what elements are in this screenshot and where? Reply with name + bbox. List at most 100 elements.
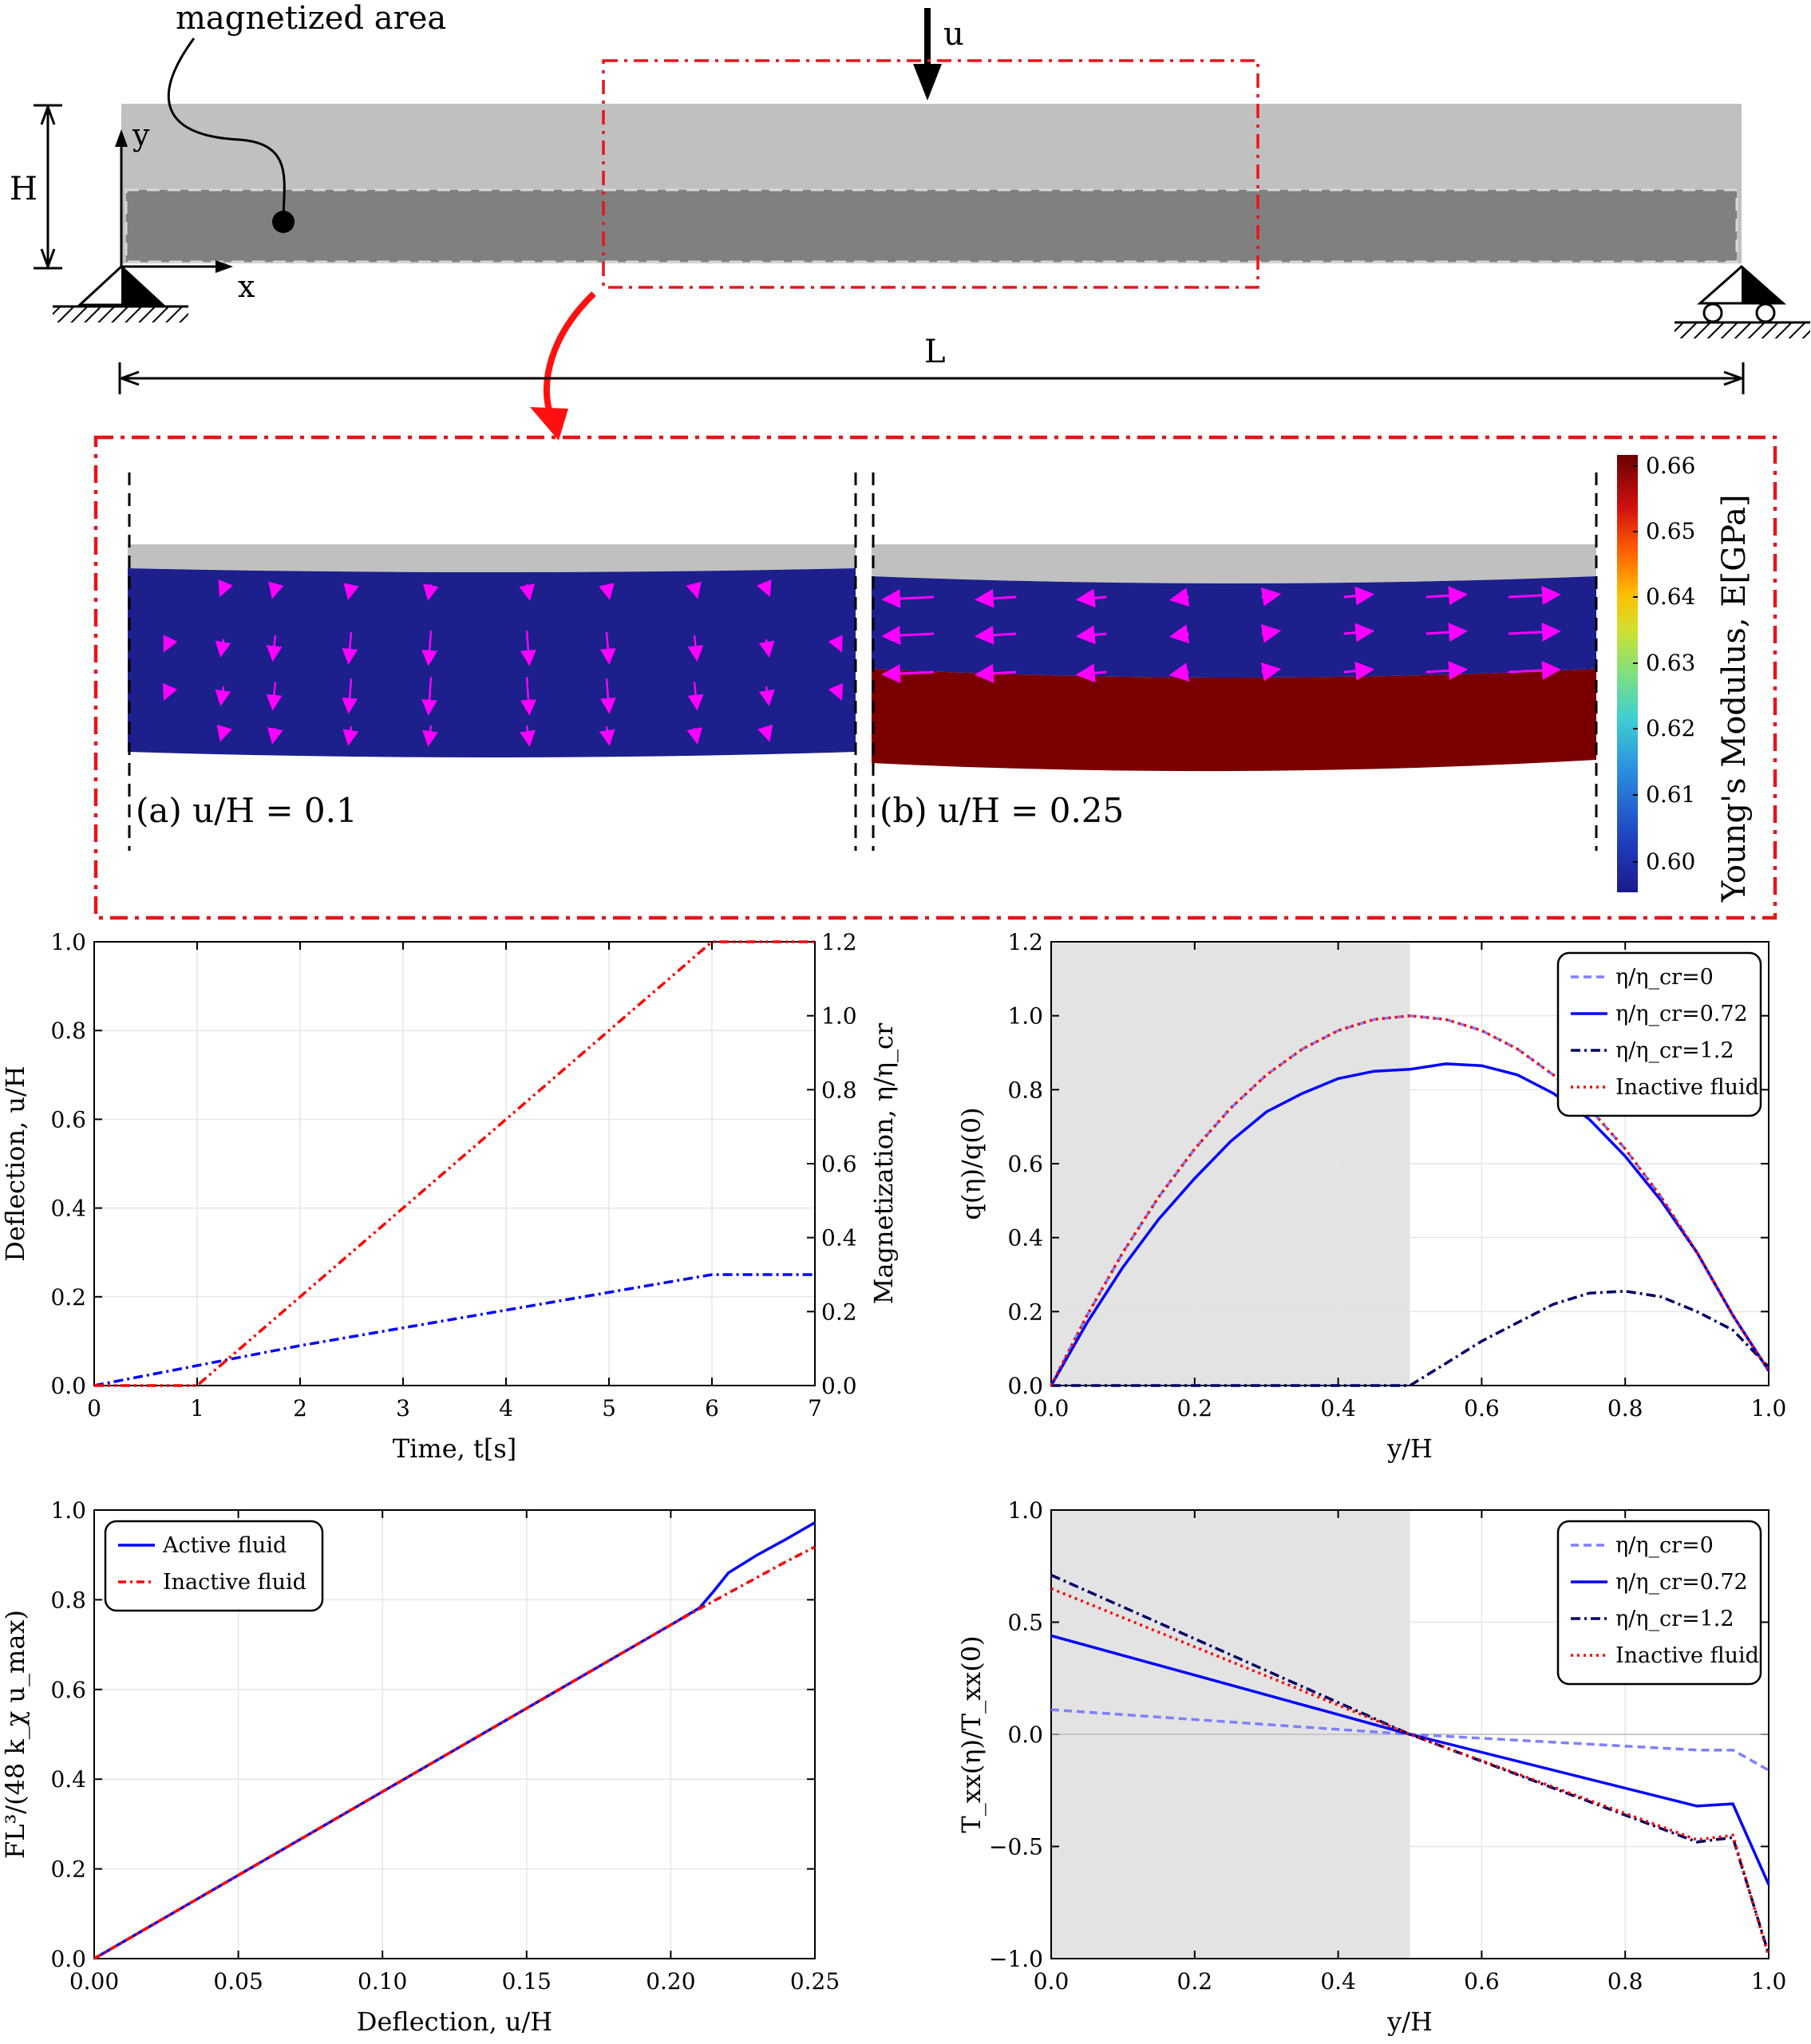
legend: Active fluid Inactive fluid bbox=[104, 1520, 324, 1612]
magnetization-arrow bbox=[757, 724, 773, 742]
panel-a-active bbox=[128, 568, 856, 757]
pin-support-left bbox=[53, 264, 188, 322]
magnetization-arrow bbox=[881, 626, 935, 646]
y-tick-label: 0.0 bbox=[1007, 1373, 1043, 1399]
x-tick-label: 7 bbox=[808, 1395, 822, 1421]
colorbar-tick-label: 0.60 bbox=[1646, 848, 1695, 875]
magnetization-arrow bbox=[342, 726, 359, 746]
chart-force-deflection: 0.00 0.05 0.10 0.15 0.20 0.25 0.0 0.2 0.4 0.6 0.8 1… bbox=[0, 1497, 840, 2037]
magnetization-arrow bbox=[216, 724, 232, 742]
x-tick-label: 1 bbox=[190, 1395, 204, 1421]
magnetization-arrow bbox=[1075, 588, 1107, 608]
magnetization-arrow bbox=[974, 625, 1017, 645]
magnetization-arrow bbox=[828, 682, 844, 702]
y-tick-label: 0.2 bbox=[50, 1856, 86, 1883]
y2-tick-label: 0.6 bbox=[821, 1151, 857, 1177]
magnetization-arrow bbox=[520, 631, 536, 666]
magnetization-arrow bbox=[1343, 661, 1375, 681]
magnetization-arrow bbox=[599, 726, 615, 746]
series-line-1 bbox=[93, 1545, 816, 1960]
magnetization-arrow bbox=[1425, 661, 1469, 681]
x-tick-label: 5 bbox=[602, 1395, 616, 1421]
legend-entry: η/η_cr=0 bbox=[1615, 1533, 1714, 1558]
y-tick-label: 0.0 bbox=[50, 1373, 86, 1399]
magnetization-arrow bbox=[422, 725, 438, 747]
x-axis-label: y/H bbox=[1386, 2006, 1433, 2037]
detail-frame bbox=[93, 435, 1777, 920]
colorbar bbox=[1617, 455, 1638, 892]
x-tick-label: 0.10 bbox=[358, 1968, 407, 1995]
magnetization-arrow bbox=[599, 632, 616, 665]
panel-b-active bbox=[872, 576, 1596, 678]
x-tick-label: 2 bbox=[293, 1395, 307, 1421]
magnetization-arrow bbox=[1075, 663, 1107, 683]
y-tick-label: 0.0 bbox=[50, 1946, 86, 1972]
series-line-1 bbox=[1050, 1634, 1770, 1886]
zoom-arrow bbox=[543, 291, 596, 417]
plot-frame bbox=[93, 941, 816, 1386]
magnetization-arrow bbox=[757, 579, 772, 598]
series-line-1 bbox=[1050, 1062, 1770, 1386]
detail-panel: (a) u/H = 0.1 (b) u/H = 0.25 0.660.650.6… bbox=[93, 435, 1777, 920]
y-tick-label: 0.8 bbox=[50, 1587, 86, 1613]
height-label: H bbox=[10, 171, 38, 208]
roller-support-right bbox=[1675, 264, 1810, 338]
legend-entry: Inactive fluid bbox=[1615, 1643, 1759, 1668]
chart-heat-flux-distribution: 0.0 0.2 0.4 0.6 0.8 1.0 0.0 0.2 0.4 0.6 0.8 1.0 1.2 y… bbox=[956, 929, 1786, 1464]
magnetization-arrow bbox=[266, 682, 283, 711]
colorbar-tick-label: 0.64 bbox=[1646, 583, 1695, 610]
y2-tick-label: 0.2 bbox=[821, 1299, 857, 1325]
magnetization-arrow bbox=[599, 583, 615, 601]
panel-b-stiff bbox=[872, 669, 1596, 772]
y-tick-label: 1.0 bbox=[50, 929, 86, 955]
magnetization-arrow bbox=[1508, 660, 1561, 680]
x-axis-label: Deflection, u/H bbox=[357, 2006, 552, 2037]
x-tick-label: 1.0 bbox=[1751, 1395, 1787, 1421]
magnetization-arrow bbox=[422, 583, 439, 601]
y-tick-label: 0.4 bbox=[50, 1196, 86, 1222]
y-tick-label: 0.6 bbox=[50, 1106, 86, 1133]
magnetization-arrow bbox=[1508, 622, 1561, 642]
x-axis-label: x bbox=[238, 269, 255, 304]
series-line-0 bbox=[93, 1273, 815, 1387]
magnetization-arrow bbox=[1168, 662, 1190, 682]
magnetization-arrow bbox=[1260, 662, 1282, 682]
magnetization-arrow bbox=[881, 589, 935, 609]
legend-box bbox=[1556, 1520, 1762, 1686]
colorbar-tick-label: 0.66 bbox=[1646, 453, 1695, 479]
panel-a-label: (a) u/H = 0.1 bbox=[136, 791, 358, 830]
y2-axis-label: Magnetization, η/η_cr bbox=[868, 1022, 899, 1304]
x-tick-label: 0.20 bbox=[646, 1968, 695, 1995]
chart-deflection-magnetization: 0 1 2 3 4 5 6 70.00.20.40.60.81.00.00.20.40.60.… bbox=[0, 929, 899, 1464]
x-tick-label: 4 bbox=[499, 1395, 513, 1421]
y2-tick-label: 1.2 bbox=[821, 929, 857, 955]
legend-entry: η/η_cr=1.2 bbox=[1615, 1038, 1734, 1063]
legend: η/η_cr=0 η/η_cr=0.72 η/η_cr=1.2 Inactive fl… bbox=[1556, 1520, 1762, 1686]
panel-a-passive bbox=[128, 544, 856, 572]
magnetization-arrow bbox=[215, 639, 231, 658]
legend-entry: η/η_cr=1.2 bbox=[1615, 1607, 1734, 1631]
magnetization-arrow bbox=[267, 727, 283, 745]
legend-entry: Active fluid bbox=[162, 1533, 287, 1558]
y-axis-label: T_xx(η)/T_xx(0) bbox=[956, 1635, 987, 1832]
magnetization-arrow bbox=[268, 581, 284, 599]
y2-tick-label: 1.0 bbox=[821, 1003, 857, 1030]
x-tick-label: 0.2 bbox=[1177, 1395, 1213, 1421]
legend-entry: η/η_cr=0.72 bbox=[1615, 1002, 1748, 1026]
magnetization-arrow bbox=[266, 635, 283, 662]
x-tick-label: 0.6 bbox=[1464, 1968, 1500, 1995]
y2-tick-label: 0.4 bbox=[821, 1225, 857, 1251]
x-tick-label: 0.6 bbox=[1464, 1395, 1500, 1421]
y2-tick-label: 0.8 bbox=[821, 1077, 857, 1103]
callout-leader bbox=[167, 38, 286, 221]
magnetization-arrow bbox=[599, 678, 616, 714]
magnetization-arrow bbox=[1168, 587, 1190, 607]
magnetization-arrow bbox=[342, 678, 358, 714]
callout-dot bbox=[272, 211, 295, 233]
y-tick-label: 0.5 bbox=[1007, 1610, 1043, 1636]
magnetized-area-label: magnetized area bbox=[176, 0, 446, 37]
magnetization-arrow bbox=[421, 631, 438, 666]
series-line-2 bbox=[1051, 1290, 1770, 1387]
magnetization-arrow bbox=[1260, 587, 1282, 607]
